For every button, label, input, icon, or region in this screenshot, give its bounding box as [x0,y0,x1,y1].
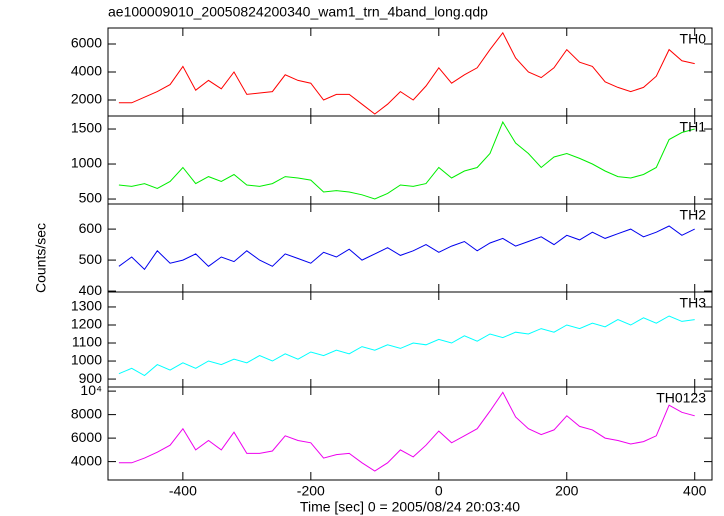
series-label: TH3 [680,295,707,311]
y-axis-label: Counts/sec [33,223,49,293]
y-tick-label: 1000 [71,352,102,368]
data-line [118,225,695,271]
x-tick-label: -400 [169,483,197,499]
y-tick-label: 1500 [71,120,102,136]
y-tick-label: 4000 [71,63,102,79]
panel-frame [107,291,713,388]
data-line [118,391,695,472]
panel-frame [107,203,713,293]
series-label: TH1 [680,119,707,135]
y-tick-label: 1200 [71,316,102,332]
series-label: TH0 [680,31,707,47]
y-tick-label: 600 [79,220,103,236]
series-label: TH0123 [656,390,706,406]
x-tick-label: -200 [297,483,325,499]
y-tick-label: 6000 [71,35,102,51]
panel-frame [107,27,713,117]
y-tick-label: 1100 [72,334,102,350]
y-tick-label: 1300 [71,298,102,314]
y-tick-label: 500 [79,190,103,206]
x-axis-label: Time [sec] 0 = 2005/08/24 20:03:40 [300,499,520,515]
x-tick-label: 0 [435,483,443,499]
y-tick-label: 400 [79,282,103,298]
y-tick-label: 10⁴ [80,382,102,398]
y-tick-label: 8000 [71,405,102,421]
y-tick-label: 4000 [71,452,102,468]
chart-title: ae100009010_20050824200340_wam1_trn_4ban… [108,4,488,20]
panel-frame [107,115,713,205]
y-tick-label: 900 [79,370,103,386]
series-label: TH2 [680,207,707,223]
x-tick-label: 200 [555,483,579,499]
y-tick-label: 500 [79,251,103,267]
panel-frame [107,386,713,481]
data-line [118,31,695,115]
y-tick-label: 1000 [71,155,102,171]
data-line [118,120,695,200]
y-tick-label: 2000 [71,91,102,107]
x-tick-label: 400 [683,483,707,499]
y-tick-label: 6000 [71,429,102,445]
data-line [118,315,695,377]
